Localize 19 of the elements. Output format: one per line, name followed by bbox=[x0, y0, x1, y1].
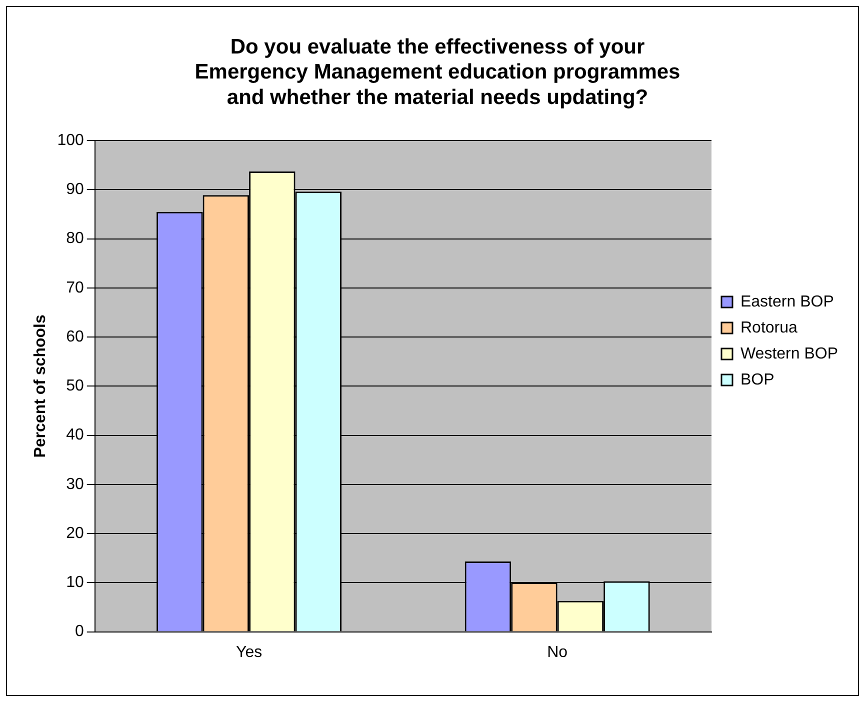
y-tick-label: 90 bbox=[66, 181, 84, 198]
y-tick-label: 10 bbox=[66, 574, 84, 592]
y-tick-label: 100 bbox=[57, 132, 84, 150]
x-tick-label: Yes bbox=[236, 644, 262, 661]
y-tick-label: 80 bbox=[66, 230, 84, 248]
y-tick-label: 0 bbox=[74, 623, 84, 640]
y-tick-label: 20 bbox=[66, 524, 84, 542]
legend-label: BOP bbox=[740, 371, 774, 388]
y-axis-title: Percent of schools bbox=[32, 314, 50, 458]
y-tick-label: 40 bbox=[66, 426, 84, 444]
legend-label: Eastern BOP bbox=[740, 293, 834, 310]
y-tick-label: 70 bbox=[66, 279, 84, 296]
legend-label: Rotorua bbox=[740, 319, 798, 336]
y-tick-label: 60 bbox=[66, 328, 84, 346]
chart-title: Do you evaluate the effectiveness of your Emergency Management education programmes and whether the material needs updating? bbox=[194, 35, 680, 109]
x-tick-label: No bbox=[547, 644, 568, 661]
legend-label: Western BOP bbox=[740, 345, 838, 362]
y-tick-label: 30 bbox=[66, 476, 84, 493]
y-tick-label: 50 bbox=[66, 378, 84, 395]
